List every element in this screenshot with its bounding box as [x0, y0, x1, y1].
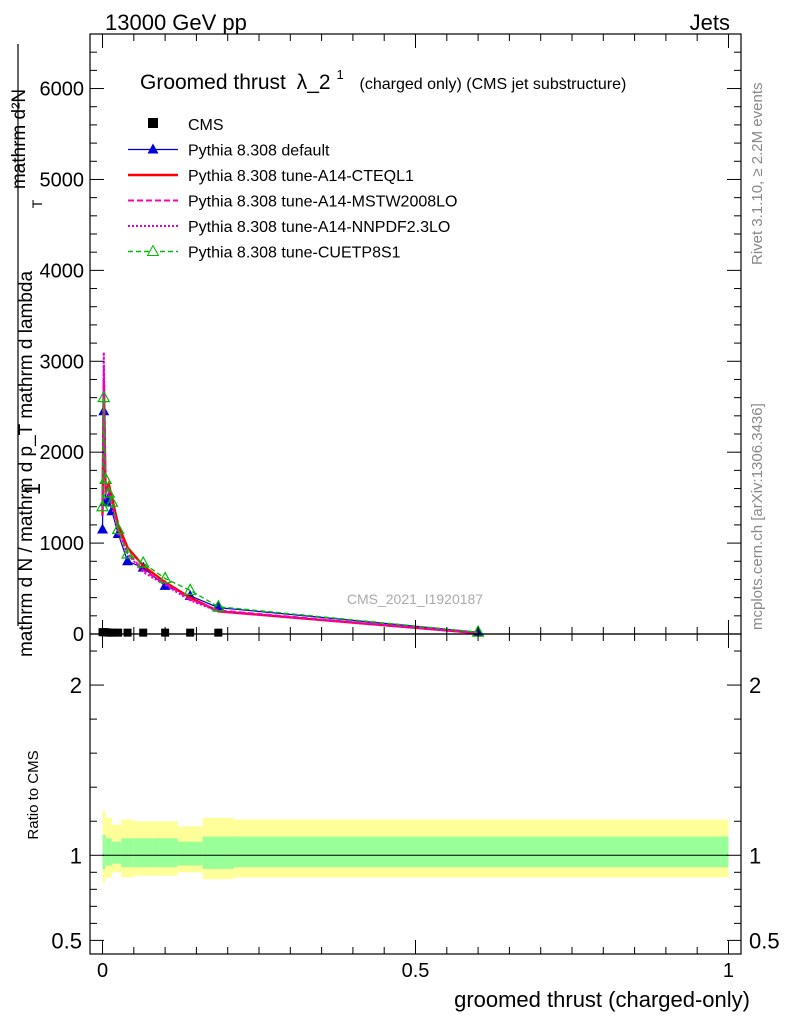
legend-item-mstw: Pythia 8.308 tune-A14-MSTW2008LO	[128, 194, 457, 211]
main-ytick-label: 4000	[40, 260, 85, 282]
series-cuetp	[96, 390, 485, 637]
cms-point	[214, 628, 223, 637]
default-point	[122, 555, 134, 566]
ratio-band-inner	[152, 838, 178, 868]
ratio-xtick-label: 1	[723, 960, 734, 982]
title-superscript: 1	[336, 67, 343, 82]
ylabel-numerator-one: 1	[20, 483, 45, 495]
cms-point	[114, 628, 123, 637]
ratio-band-inner	[177, 841, 203, 866]
cuetp-point	[183, 583, 197, 595]
cuetp-point	[211, 599, 225, 612]
legend-marker	[147, 143, 159, 154]
title-lambda: λ_2	[297, 71, 331, 94]
ratio-band-inner	[111, 841, 122, 864]
ylabel-upper: mathrm d²N	[9, 89, 30, 189]
main-ytick-label: 2000	[40, 442, 85, 464]
rivet-label: Rivet 3.1.10, ≥ 2.2M events	[749, 83, 766, 266]
ratio-ylabel: Ratio to CMS	[25, 750, 42, 839]
legend-item-cteql1: Pythia 8.308 tune-A14-CTEQL1	[128, 168, 414, 185]
ratio-band-inner	[202, 836, 234, 869]
ratio-xtick-label: 0	[97, 960, 108, 982]
group-label: Jets	[690, 10, 730, 35]
cms-point	[186, 628, 195, 637]
legend-label: Pythia 8.308 tune-A14-NNPDF2.3LO	[188, 219, 450, 236]
ratio-band-inner	[133, 838, 153, 868]
ylabel-overlay-text: T	[29, 199, 45, 208]
cms-point	[139, 628, 148, 637]
legend-item-default: Pythia 8.308 default	[128, 143, 330, 160]
cms-point	[123, 628, 132, 637]
series-cms	[98, 628, 223, 637]
ratio-band-inner	[233, 836, 729, 868]
cuetp-point	[96, 499, 110, 512]
title-rest: (charged only) (CMS jet substructure)	[360, 76, 627, 93]
cuetp-point	[99, 472, 113, 485]
ratio-frame	[89, 633, 742, 955]
cms-point	[107, 628, 116, 637]
ratio-ytick-label-right: 1	[749, 843, 761, 868]
legend-item-cuetp: Pythia 8.308 tune-CUETP8S1	[128, 244, 401, 262]
cuetp-point	[121, 546, 135, 559]
ratio-ytick-label-right: 2	[749, 673, 761, 698]
ratio-ytick-label: 0.5	[51, 928, 82, 953]
cuetp-point	[136, 555, 150, 568]
legend-label: Pythia 8.308 tune-CUETP8S1	[188, 245, 401, 262]
ylabel-denominator: mathrm d N / mathrm d p_T mathrm d lambd…	[16, 271, 37, 658]
xaxis-label: groomed thrust (charged-only)	[454, 987, 750, 1012]
default-point	[97, 523, 109, 534]
main-ytick-label: 1000	[40, 533, 85, 555]
ratio-band-inner	[102, 834, 106, 869]
default-point	[159, 579, 171, 590]
mcplots-label: mcplots.cern.ch [arXiv:1306.3436]	[749, 403, 766, 630]
legend-label: Pythia 8.308 tune-A14-MSTW2008LO	[188, 194, 457, 211]
plot-title: Groomed thrust λ_2 1 (charged only) (CMS…	[140, 61, 626, 94]
main-panel: 0 1000 2000 3000 4000 5000 6000 Groomed thrust…	[9, 33, 742, 657]
legend: CMS Pythia 8.308 default Pythia 8.308 tune…	[128, 117, 457, 262]
main-ytick-label: 3000	[40, 351, 85, 373]
cuetp-point	[111, 522, 125, 535]
ylabel-subscript: T	[29, 199, 45, 208]
main-ylabel: 1 mathrm d N / mathrm d p_T mathrm d lam…	[9, 44, 45, 657]
ratio-ytick-label-right: 0.5	[749, 928, 780, 953]
analysis-watermark: CMS_2021_I1920187	[347, 591, 483, 607]
legend-label: CMS	[188, 117, 224, 134]
cuetp-point	[97, 390, 111, 403]
main-ytick-label: 5000	[40, 169, 85, 191]
ratio-ytick-label: 1	[70, 843, 82, 868]
ratio-ytick-label: 2	[70, 673, 82, 698]
energy-label: 13000 GeV pp	[105, 10, 247, 35]
main-ytick-label: 0	[73, 624, 84, 646]
main-ytick-label: 6000	[40, 79, 85, 101]
ratio-band-inner	[121, 838, 134, 868]
legend-marker	[148, 118, 158, 128]
legend-item-nnpdf: Pythia 8.308 tune-A14-NNPDF2.3LO	[128, 219, 450, 236]
ratio-panel: 0.5 0.5 1 1 2 2 0 0.5 1 Ratio to CMS groomed th…	[25, 633, 780, 1012]
cuetp-point	[102, 485, 116, 498]
legend-label: Pythia 8.308 tune-A14-CTEQL1	[188, 168, 414, 185]
legend-label: Pythia 8.308 default	[188, 143, 330, 160]
cuetp-point	[158, 571, 172, 584]
title-main: Groomed thrust	[140, 71, 286, 94]
ratio-band-inner	[105, 838, 112, 866]
legend-marker	[146, 244, 160, 256]
ratio-xtick-label: 0.5	[402, 960, 430, 982]
main-ylabel-overlay: T	[29, 199, 45, 208]
cuetp-point	[105, 494, 119, 507]
legend-item-cms: CMS	[148, 117, 224, 134]
